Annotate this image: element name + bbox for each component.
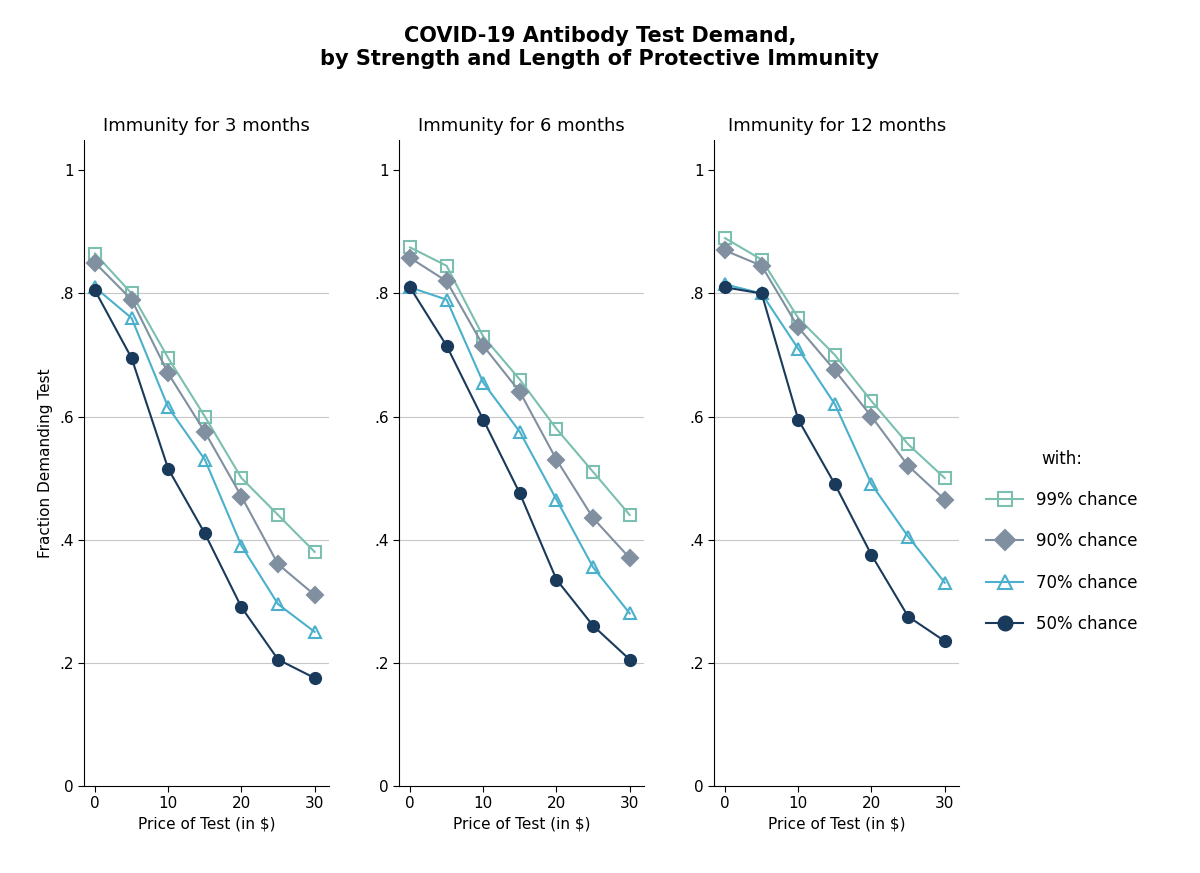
Title: Immunity for 12 months: Immunity for 12 months xyxy=(727,117,946,135)
X-axis label: Price of Test (in $): Price of Test (in $) xyxy=(452,816,590,832)
X-axis label: Price of Test (in $): Price of Test (in $) xyxy=(768,816,906,832)
X-axis label: Price of Test (in $): Price of Test (in $) xyxy=(138,816,276,832)
Legend: 99% chance, 90% chance, 70% chance, 50% chance: 99% chance, 90% chance, 70% chance, 50% … xyxy=(979,443,1145,640)
Text: COVID-19 Antibody Test Demand,
by Strength and Length of Protective Immunity: COVID-19 Antibody Test Demand, by Streng… xyxy=(320,26,880,69)
Title: Immunity for 6 months: Immunity for 6 months xyxy=(419,117,625,135)
Y-axis label: Fraction Demanding Test: Fraction Demanding Test xyxy=(38,368,54,558)
Title: Immunity for 3 months: Immunity for 3 months xyxy=(103,117,310,135)
